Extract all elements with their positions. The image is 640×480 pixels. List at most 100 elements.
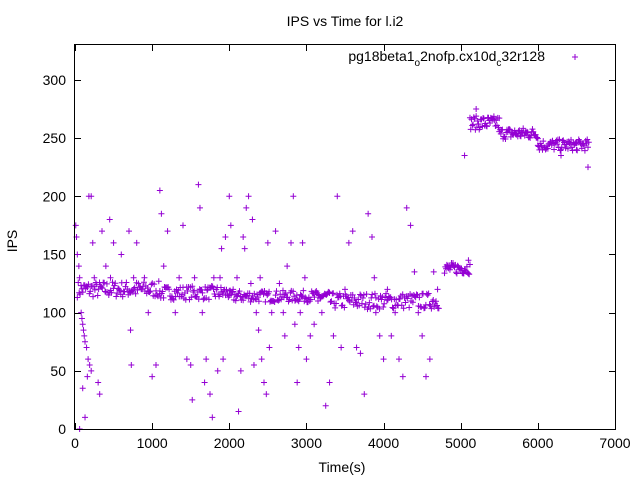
data-point: [469, 122, 476, 129]
x-tick-label: 2000: [214, 435, 245, 451]
data-point: [196, 204, 203, 211]
data-point: [144, 284, 151, 291]
data-point: [268, 309, 275, 316]
data-point: [106, 216, 113, 223]
data-point: [241, 245, 248, 252]
data-point: [330, 290, 337, 297]
data-point: [453, 270, 460, 277]
data-point: [475, 120, 482, 127]
data-point: [517, 133, 524, 140]
data-point: [322, 402, 329, 409]
data-point: [240, 234, 247, 240]
data-point: [270, 298, 277, 305]
data-point: [86, 362, 93, 368]
data-point: [334, 193, 341, 200]
data-point: [372, 294, 379, 301]
data-point: [243, 204, 250, 211]
data-point: [84, 284, 91, 291]
data-point: [75, 263, 82, 270]
data-point: [585, 139, 592, 146]
data-point: [133, 239, 140, 246]
data-point: [264, 239, 271, 246]
data-point: [81, 332, 88, 339]
data-point: [515, 128, 522, 135]
data-point: [153, 292, 160, 299]
data-point: [327, 299, 334, 306]
data-point: [290, 288, 297, 295]
data-point: [187, 362, 194, 368]
data-point: [290, 193, 297, 200]
data-point: [272, 292, 279, 299]
data-point: [160, 263, 167, 270]
data-point: [419, 332, 426, 339]
data-point: [372, 309, 379, 316]
data-point: [381, 300, 388, 307]
data-point: [470, 121, 477, 128]
data-point: [99, 285, 106, 292]
data-point: [300, 287, 307, 294]
data-point: [527, 134, 534, 141]
data-point: [103, 280, 110, 287]
data-point: [218, 245, 225, 252]
data-point: [102, 288, 109, 295]
data-point: [251, 290, 258, 297]
data-point: [363, 291, 370, 298]
data-point: [355, 296, 362, 303]
data-point: [502, 135, 509, 142]
data-point: [378, 296, 385, 303]
data-point: [74, 251, 81, 258]
data-point: [87, 288, 94, 295]
data-point: [240, 297, 247, 304]
data-point: [159, 288, 166, 295]
data-point: [230, 286, 237, 293]
legend-label: pg18beta1o2nofp.cx10dc32r128: [348, 48, 545, 69]
data-point: [72, 222, 79, 229]
data-point: [369, 291, 376, 298]
data-point: [434, 286, 441, 293]
data-point: [413, 291, 420, 298]
data-point: [379, 293, 386, 300]
data-point: [563, 141, 570, 148]
data-point: [276, 280, 283, 287]
data-point: [191, 274, 198, 281]
data-point: [345, 294, 352, 301]
data-point: [573, 146, 580, 153]
data-point: [95, 379, 102, 386]
data-point: [130, 274, 137, 281]
data-point: [402, 299, 409, 306]
data-point: [130, 285, 137, 292]
data-point: [435, 305, 442, 312]
data-point: [345, 239, 352, 246]
data-point: [191, 287, 198, 294]
data-point: [116, 287, 123, 294]
data-point: [145, 309, 152, 316]
legend-label-part: 2nofp.cx10d: [420, 48, 496, 64]
data-point: [365, 210, 372, 217]
axis-ticks: 0 1000 2000 3000 4000 5000 6000 7000 0 50 100 150 20…: [43, 45, 631, 451]
data-point: [250, 362, 257, 368]
data-point: [112, 280, 119, 287]
data-point: [293, 292, 300, 299]
data-point: [338, 344, 345, 351]
legend-label-subscript: c: [496, 58, 501, 69]
data-point: [109, 279, 116, 286]
data-point: [497, 130, 504, 137]
data-point: [291, 293, 298, 300]
data-point: [214, 367, 221, 374]
data-point: [257, 274, 264, 281]
data-point: [207, 391, 213, 398]
data-point: [359, 295, 366, 302]
data-point: [557, 147, 564, 154]
data-point: [281, 291, 288, 298]
data-point: [349, 228, 356, 235]
data-point: [217, 284, 224, 291]
data-point: [85, 356, 92, 363]
data-point: [463, 263, 470, 270]
data-point: [91, 274, 98, 281]
data-point: [333, 300, 340, 307]
data-point: [222, 234, 229, 240]
data-point: [166, 286, 173, 293]
data-point: [411, 268, 418, 275]
